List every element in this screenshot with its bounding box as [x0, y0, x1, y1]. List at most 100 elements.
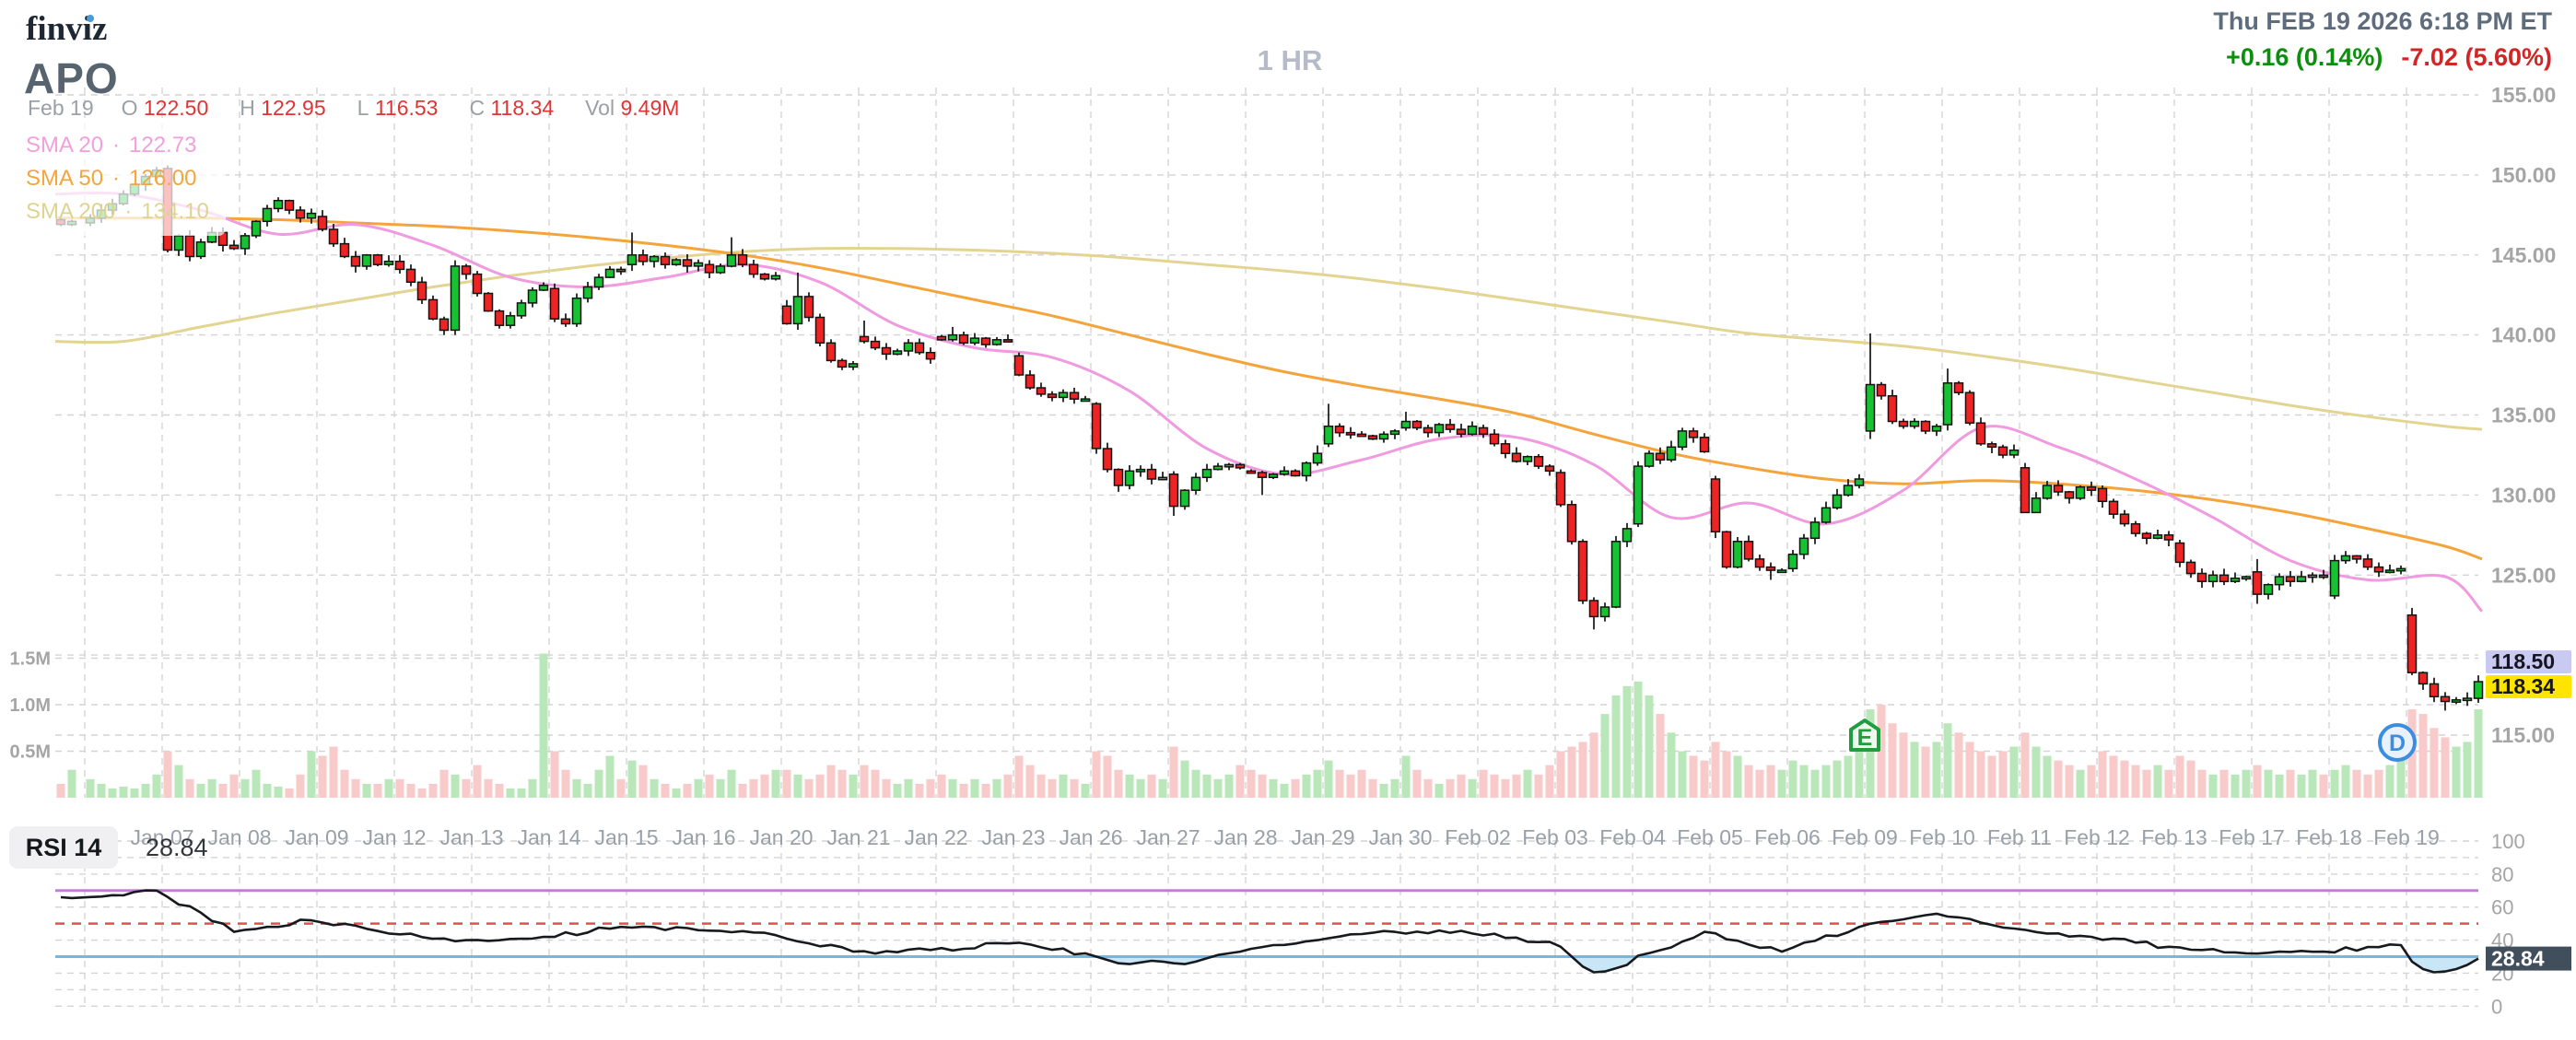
rsi-oversold-fill: [1096, 956, 2478, 973]
volume-value: 9.49M: [620, 96, 680, 120]
svg-text:1.0M: 1.0M: [10, 695, 51, 716]
rsi-current-value: 28.84: [146, 834, 208, 861]
svg-text:155.00: 155.00: [2491, 83, 2556, 107]
volume-layer: [56, 653, 2483, 799]
sma20-legend-row: SMA 20 · 122.73: [26, 129, 209, 162]
open-value: 122.50: [143, 96, 209, 120]
header-right: Thu FEB 19 2026 6:18 PM ET +0.16 (0.14%)…: [2213, 7, 2552, 72]
sma20-label: SMA 20: [26, 133, 104, 158]
svg-text:Feb 18: Feb 18: [2296, 825, 2362, 849]
sma200-value: 134.10: [141, 199, 209, 224]
svg-text:Jan 23: Jan 23: [981, 825, 1045, 849]
svg-text:Feb 03: Feb 03: [1522, 825, 1588, 849]
sma200-label: SMA 200: [26, 199, 116, 224]
svg-text:Feb 13: Feb 13: [2141, 825, 2207, 849]
sma20-separator: ·: [112, 133, 121, 158]
day-change: -7.02 (5.60%): [2401, 43, 2552, 71]
gridlines-layer: [55, 88, 2478, 1008]
svg-text:Feb 05: Feb 05: [1677, 825, 1743, 849]
ticker-symbol: APO: [24, 54, 119, 102]
svg-text:Jan 09: Jan 09: [285, 825, 348, 849]
sma50-separator: ·: [112, 166, 121, 191]
sma20-line: [54, 191, 2484, 613]
svg-text:E: E: [1857, 725, 1873, 751]
ohlc-readout: Feb 19 O 122.50 H 122.95 L 116.53 C 118.34 Vo…: [28, 96, 710, 121]
svg-text:Jan 29: Jan 29: [1291, 825, 1354, 849]
svg-text:Jan 27: Jan 27: [1136, 825, 1200, 849]
svg-text:Jan 16: Jan 16: [672, 825, 735, 849]
svg-text:Jan 21: Jan 21: [826, 825, 890, 849]
sma50-value: 126.00: [129, 166, 197, 191]
svg-text:Feb 12: Feb 12: [2064, 825, 2130, 849]
volume-axis: 1.5M 1.0M 0.5M: [10, 649, 51, 763]
price-axis: 155.00 150.00 145.00 140.00 135.00 130.00 125.…: [2491, 83, 2556, 747]
sma50-line: [54, 216, 2483, 561]
svg-text:140.00: 140.00: [2491, 323, 2556, 347]
readout-date: Feb 19: [28, 96, 94, 120]
svg-text:28.84: 28.84: [2491, 947, 2545, 971]
dividend-marker: D: [2378, 723, 2417, 762]
sma50-label: SMA 50: [26, 166, 104, 191]
sma50-legend-row: SMA 50 · 126.00: [26, 162, 209, 195]
svg-text:125.00: 125.00: [2491, 563, 2556, 587]
volume-label: Vol: [585, 96, 615, 120]
low-value: 116.53: [374, 96, 439, 120]
quote-timestamp: Thu FEB 19 2026 6:18 PM ET: [2213, 7, 2552, 35]
svg-text:Feb 10: Feb 10: [1909, 825, 1975, 849]
svg-text:150.00: 150.00: [2491, 163, 2556, 187]
svg-text:135.00: 135.00: [2491, 403, 2556, 427]
open-label: O: [121, 96, 138, 120]
svg-text:Feb 19: Feb 19: [2373, 825, 2440, 849]
svg-text:Jan 26: Jan 26: [1059, 825, 1122, 849]
svg-text:118.34: 118.34: [2491, 674, 2555, 698]
svg-text:60: 60: [2491, 896, 2513, 919]
close-value: 118.34: [490, 96, 555, 120]
svg-text:Jan 22: Jan 22: [904, 825, 967, 849]
svg-text:Feb 11: Feb 11: [1987, 825, 2052, 849]
afterhours-change: +0.16 (0.14%): [2226, 43, 2383, 71]
current-price-badge: 118.50: [2486, 649, 2571, 673]
svg-text:D: D: [2389, 730, 2406, 756]
rsi-value-badge: 28.84: [2486, 946, 2571, 971]
candles-layer: [55, 165, 2484, 711]
svg-text:1.5M: 1.5M: [10, 649, 51, 670]
sma200-line: [54, 246, 2483, 431]
svg-text:Jan 15: Jan 15: [594, 825, 658, 849]
date-axis: Jan 07 Jan 08 Jan 09 Jan 12 Jan 13 Jan 14 Jan …: [130, 825, 2439, 849]
svg-text:130.00: 130.00: [2491, 483, 2556, 507]
price-changes: +0.16 (0.14%) -7.02 (5.60%): [2213, 43, 2552, 72]
close-price-badge: 118.34: [2486, 674, 2571, 698]
svg-text:Feb 02: Feb 02: [1445, 825, 1511, 849]
svg-text:Feb 17: Feb 17: [2219, 825, 2285, 849]
sma200-separator: ·: [124, 199, 133, 224]
rsi-indicator-label[interactable]: RSI 14: [9, 826, 118, 869]
svg-text:Feb 06: Feb 06: [1754, 825, 1821, 849]
sma-legend: SMA 20 · 122.73 SMA 50 · 126.00 SMA 200 · 134.…: [18, 123, 226, 236]
low-label: L: [357, 96, 369, 120]
svg-text:100: 100: [2491, 830, 2525, 853]
finviz-logo-dot-icon: [87, 15, 94, 22]
rsi-line: [60, 889, 2479, 974]
finviz-logo[interactable]: finviz: [26, 10, 108, 48]
svg-text:145.00: 145.00: [2491, 243, 2556, 267]
svg-text:Feb 09: Feb 09: [1832, 825, 1898, 849]
svg-text:Jan 30: Jan 30: [1368, 825, 1432, 849]
svg-text:Jan 20: Jan 20: [749, 825, 813, 849]
timeframe-label: 1 HR: [1257, 44, 1323, 76]
svg-text:Jan 12: Jan 12: [362, 825, 426, 849]
svg-text:Jan 07: Jan 07: [130, 825, 193, 849]
close-label: C: [469, 96, 486, 120]
svg-text:Feb 04: Feb 04: [1599, 825, 1666, 849]
svg-text:Jan 28: Jan 28: [1213, 825, 1277, 849]
svg-text:0: 0: [2491, 995, 2502, 1018]
high-label: H: [240, 96, 255, 120]
high-value: 122.95: [261, 96, 326, 120]
svg-text:Jan 14: Jan 14: [517, 825, 580, 849]
sma20-value: 122.73: [129, 133, 197, 158]
svg-text:0.5M: 0.5M: [10, 742, 51, 763]
svg-text:80: 80: [2491, 863, 2513, 886]
svg-text:115.00: 115.00: [2491, 723, 2555, 747]
